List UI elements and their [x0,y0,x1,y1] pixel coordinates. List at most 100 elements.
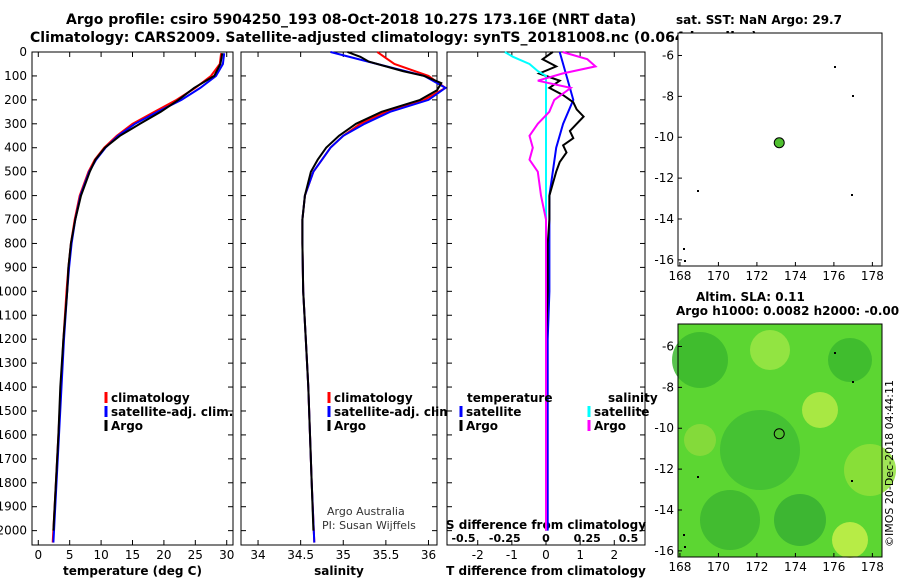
legend-label: satellite-adj. clim. [334,405,456,419]
island-speck [852,381,854,383]
depth-tick-label: 1400 [0,380,27,394]
plot-frame [240,51,438,546]
depth-tick-label: 1300 [0,356,27,370]
x-tick-label: -2 [472,548,484,562]
map-x-label: 172 [745,560,768,574]
map-y-label: -10 [654,130,674,144]
sst-map-title: sat. SST: NaN Argo: 29.7 [676,13,842,27]
island-speck [851,194,853,196]
map-x-label: 176 [822,269,845,283]
depth-tick-label: 1700 [0,452,27,466]
difference-panel: -2 -1 0 1 2 T difference from climatology -0.5… [446,51,658,578]
map-y-label: -14 [654,212,674,226]
x-tick-label: 34 [250,548,265,562]
x-tick-label: 36 [421,548,436,562]
map-y-label: -6 [662,48,674,62]
depth-tick-label: 900 [4,260,27,274]
series-s-argo [528,51,598,531]
legend-label: Argo [111,419,143,433]
x-tick-label: 34.5 [287,548,314,562]
depth-tick-label: 400 [4,141,27,155]
map-x-label: 172 [745,269,768,283]
map-x-label: 168 [668,269,691,283]
temperature-panel: 0100200300400500600700800900100011001200… [0,45,234,578]
x-tick-label: 20 [156,548,171,562]
s-tick-label: 0.5 [619,532,639,545]
sst-map-panel: 168 170 172 174 176 178 -6 -8 -10 -12 -14 -16 [654,32,884,283]
sla-anomaly-blob [672,332,728,388]
map-background [678,33,882,266]
depth-tick-label: 1600 [0,428,27,442]
map-x-label: 170 [707,560,730,574]
map-y-label: -8 [662,380,674,394]
s-tick-label: 0.25 [574,532,601,545]
map-y-label: -14 [654,503,674,517]
island-speck [684,546,686,548]
sla-anomaly-blob [832,522,868,558]
legend-label: Argo [466,419,498,433]
x-tick-label: 2 [610,548,618,562]
note-institution: Argo Australia [327,505,405,518]
map-x-label: 170 [707,269,730,283]
salinity-panel: 34 34.5 35 35.5 36 salinity climatologysatelli… [240,51,456,578]
depth-tick-label: 100 [4,69,27,83]
s-tick-label: -0.5 [451,532,475,545]
x-tick-label: 0 [34,548,42,562]
x-tick-label: 0 [542,548,550,562]
legend-title-salinity: salinity [608,391,658,405]
s-tick-label: -0.25 [489,532,521,545]
sla-anomaly-blob [828,338,872,382]
depth-tick-label: 1900 [0,500,27,514]
depth-tick-label: 1800 [0,476,27,490]
island-speck [684,260,686,262]
legend-label: climatology [334,391,413,405]
map-y-label: -12 [654,462,674,476]
x-tick-label: 35 [336,548,351,562]
legend-label: Argo [334,419,366,433]
depth-tick-label: 0 [19,45,27,59]
depth-tick-label: 300 [4,117,27,131]
sla-anomaly-blob [700,490,760,550]
depth-tick-label: 700 [4,213,27,227]
sla-map-panel: 168 170 172 174 176 178 -6 -8 -10 -12 -14 -16 [654,323,896,574]
s-tick-label: 0 [542,532,550,545]
x-axis-label: T difference from climatology [446,564,646,578]
x-tick-label: 1 [576,548,584,562]
map-frame [677,323,883,558]
argo-float-marker [773,137,785,149]
map-y-label: -10 [654,421,674,435]
island-speck [697,476,699,478]
x-tick-label: 35.5 [373,548,400,562]
x-tick-label: 5 [66,548,74,562]
note-pi: PI: Susan Wijffels [322,519,416,532]
depth-tick-label: 600 [4,189,27,203]
sla-anomaly-blob [774,494,826,546]
sla-anomaly-blob [684,424,716,456]
island-speck [851,480,853,482]
map-y-label: -12 [654,171,674,185]
legend-label: satellite [466,405,521,419]
sla-map-title: Altim. SLA: 0.11 [696,290,805,304]
legend-label: satellite-adj. clim. [111,405,233,419]
map-frame [677,32,883,267]
legend-label: satellite [594,405,649,419]
map-x-label: 168 [668,560,691,574]
argo-float-marker [773,428,785,440]
depth-tick-label: 200 [4,93,27,107]
island-speck [834,66,836,68]
sla-anomaly-blob [720,410,800,490]
series-t-argo [536,51,585,531]
island-speck [834,352,836,354]
island-speck [852,95,854,97]
map-y-label: -16 [654,544,674,558]
series-temp-argo [52,53,224,531]
depth-tick-label: 1000 [0,284,27,298]
depth-tick-label: 500 [4,165,27,179]
map-y-label: -6 [662,339,674,353]
imos-stamp: ©IMOS 20-Dec-2018 04:44:11 [883,380,896,547]
sla-anomaly-blob [750,330,790,370]
depth-tick-label: 1500 [0,404,27,418]
legend-label: Argo [594,419,626,433]
island-speck [683,248,685,250]
